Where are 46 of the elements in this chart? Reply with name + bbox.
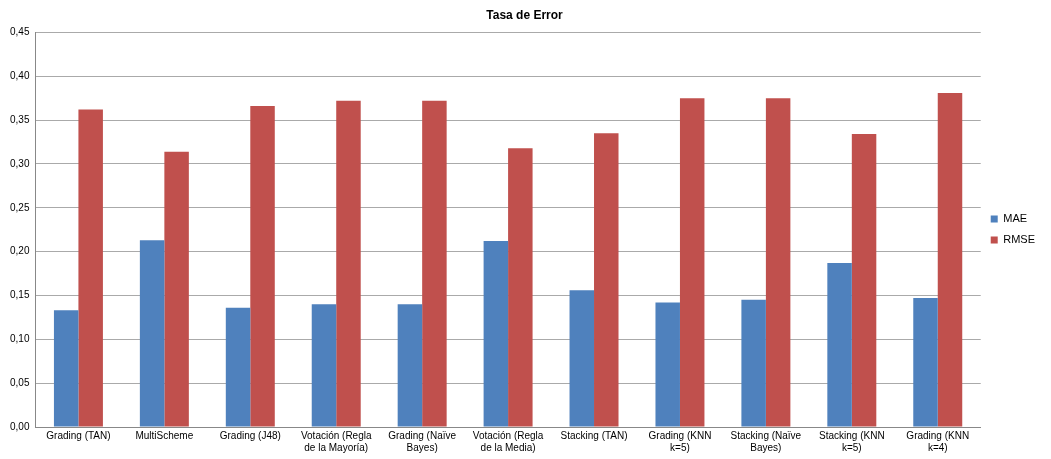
bar (765, 98, 791, 427)
y-tick-label: 0,45 (9, 26, 30, 38)
bar (397, 304, 423, 427)
y-tick-label: 0,30 (9, 157, 30, 169)
x-tick-label: Votación (Regla de la Media) (472, 429, 544, 453)
x-tick-label: MultiScheme (135, 429, 194, 441)
y-tick-label: 0,25 (9, 201, 30, 213)
bar (679, 98, 705, 427)
y-tick-label: 0,10 (9, 333, 30, 345)
bar (422, 100, 447, 427)
x-tick-label: Grading (Naïve Bayes) (388, 429, 457, 453)
x-tick-label: Grading (J48) (219, 429, 281, 441)
bar (655, 302, 680, 427)
bar (827, 263, 852, 427)
legend-label: MAE (1003, 212, 1028, 225)
legend-label: RMSE (1003, 233, 1035, 246)
y-tick-label: 0,40 (9, 69, 30, 81)
bar (250, 106, 275, 427)
x-tick-label: Grading (KNN k=4) (906, 429, 970, 453)
bar (164, 151, 189, 427)
bar (851, 134, 877, 427)
x-tick-label: Grading (KNN k=5) (648, 429, 712, 453)
bar (594, 133, 619, 427)
x-tick-label: Stacking (Naïve Bayes) (730, 429, 802, 453)
bar (741, 299, 766, 427)
y-tick-label: 0,00 (9, 420, 30, 432)
bar (913, 298, 938, 427)
bar (53, 310, 79, 427)
bar (139, 240, 165, 427)
x-tick-label: Grading (TAN) (46, 429, 111, 441)
y-tick-label: 0,15 (9, 289, 30, 301)
bar (937, 92, 963, 427)
y-tick-label: 0,05 (9, 376, 30, 388)
bar (78, 109, 103, 427)
x-tick-label: Stacking (KNN k=5) (819, 429, 885, 453)
bar (569, 290, 595, 427)
y-tick-label: 0,35 (9, 113, 30, 125)
x-tick-label: Votación (Regla de la Mayoría) (300, 429, 372, 453)
bar (311, 304, 337, 427)
x-tick-label: Stacking (TAN) (560, 429, 628, 441)
bar (336, 100, 361, 427)
y-tick-label: 0,20 (9, 245, 30, 257)
bar (483, 241, 509, 427)
bar (508, 148, 533, 427)
chart-title: Tasa de Error (486, 7, 564, 22)
bar (225, 307, 251, 427)
